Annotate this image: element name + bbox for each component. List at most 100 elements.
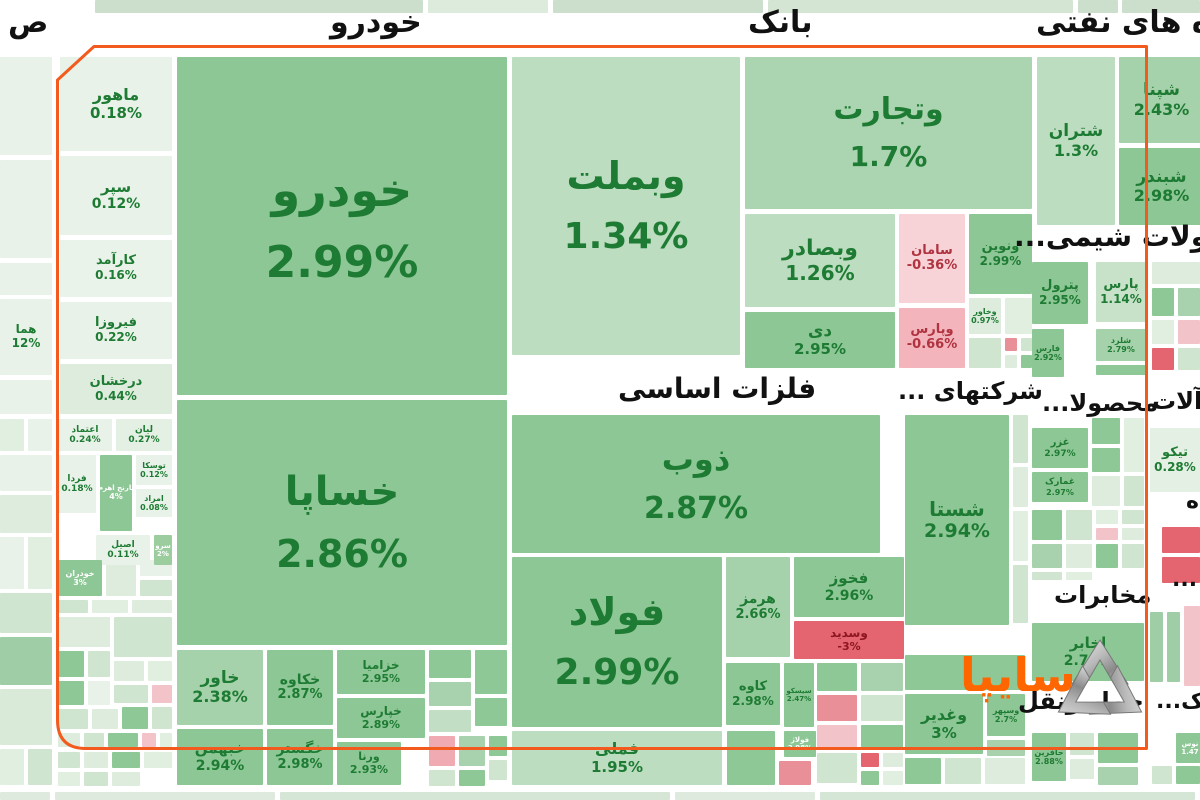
stock-tile-small[interactable] (1152, 320, 1174, 344)
stock-tile-small[interactable] (106, 560, 136, 596)
stock-tile-small[interactable] (1066, 544, 1092, 568)
stock-tile-small[interactable] (0, 419, 24, 451)
stock-tile-small[interactable] (95, 0, 423, 13)
stock-tile-شپنا[interactable]: شپنا 2.43% (1119, 57, 1200, 143)
stock-tile-small[interactable] (140, 580, 172, 596)
stock-tile-امراد[interactable]: امراد 0.08% (136, 489, 172, 517)
stock-tile-ذوب[interactable]: ذوب 2.87% (512, 415, 880, 553)
stock-tile-فارس[interactable]: فارس 2.92% (1032, 329, 1064, 377)
stock-tile-پترول[interactable]: پترول 2.95% (1032, 262, 1088, 324)
stock-tile-small[interactable] (1098, 733, 1138, 763)
stock-tile-small[interactable] (1013, 565, 1028, 623)
stock-tile-small[interactable] (28, 749, 52, 785)
stock-tile-small[interactable] (817, 695, 857, 721)
stock-tile-small[interactable] (1162, 557, 1200, 583)
stock-tile-small[interactable] (1152, 348, 1174, 370)
stock-tile-وغدیر[interactable]: وغدیر 3% (905, 694, 983, 754)
stock-tile-small[interactable] (1013, 415, 1028, 463)
stock-tile-small[interactable] (429, 650, 471, 678)
stock-tile-توسکا[interactable]: توسکا 0.12% (136, 455, 172, 485)
stock-tile-small[interactable] (28, 419, 52, 451)
stock-tile-small[interactable] (114, 685, 148, 703)
stock-tile-small[interactable] (779, 761, 811, 785)
stock-tile-small[interactable] (429, 710, 471, 732)
stock-tile-سرو[interactable]: سرو 2% (154, 535, 172, 565)
stock-tile-small[interactable] (1070, 759, 1094, 779)
stock-tile-small[interactable] (84, 772, 108, 786)
stock-tile-کارآمد[interactable]: کارآمد 0.16% (60, 240, 172, 297)
stock-tile-small[interactable] (148, 661, 172, 681)
stock-tile-small[interactable] (0, 689, 52, 745)
stock-tile-small[interactable] (820, 792, 1195, 800)
stock-tile-small[interactable] (1005, 298, 1032, 334)
stock-tile-small[interactable] (1096, 544, 1118, 568)
stock-tile-small[interactable] (84, 733, 104, 747)
stock-tile-small[interactable] (459, 770, 485, 786)
stock-tile-small[interactable] (0, 263, 52, 295)
stock-tile-small[interactable] (0, 160, 52, 258)
stock-tile-small[interactable] (0, 637, 52, 685)
stock-tile-small[interactable] (1032, 510, 1062, 540)
stock-tile-small[interactable] (0, 537, 24, 589)
stock-tile-فولاد[interactable]: فولاد 2.99% (512, 557, 722, 727)
stock-tile-small[interactable] (475, 698, 507, 726)
stock-tile-small[interactable] (0, 749, 24, 785)
stock-tile-small[interactable] (0, 57, 52, 155)
stock-tile-small[interactable] (1124, 476, 1144, 506)
stock-tile-small[interactable] (58, 733, 80, 747)
stock-tile-نوس[interactable]: نوس 1.47 (1176, 733, 1200, 763)
stock-tile-غمارک[interactable]: غمارک 2.97% (1032, 472, 1088, 502)
stock-tile-small[interactable] (112, 752, 140, 768)
stock-tile-خودران[interactable]: خودران 3% (58, 560, 102, 596)
stock-tile-وپارس[interactable]: وپارس -0.66% (899, 308, 965, 368)
stock-tile-small[interactable] (1005, 355, 1017, 368)
stock-tile-small[interactable] (0, 495, 52, 533)
stock-tile-کاوه[interactable]: کاوه 2.98% (726, 663, 780, 725)
stock-tile-سامان[interactable]: سامان -0.36% (899, 214, 965, 303)
stock-tile-small[interactable] (861, 663, 903, 691)
stock-tile-شتران[interactable]: شتران 1.3% (1037, 57, 1115, 225)
stock-tile-small[interactable] (1152, 288, 1174, 316)
stock-tile-small[interactable] (883, 771, 903, 785)
stock-tile-small[interactable] (1152, 262, 1200, 284)
stock-tile-small[interactable] (0, 455, 52, 491)
stock-tile-small[interactable] (92, 709, 118, 729)
stock-tile-small[interactable] (58, 709, 88, 729)
stock-tile-small[interactable] (489, 760, 507, 780)
stock-tile-وسدید[interactable]: وسدید -3% (794, 621, 904, 659)
stock-tile-small[interactable] (459, 736, 485, 766)
stock-tile-هرمز[interactable]: هرمز 2.66% (726, 557, 790, 657)
stock-tile-small[interactable] (883, 753, 903, 767)
stock-tile-small[interactable] (1066, 510, 1092, 540)
stock-tile-سیسکو[interactable]: سیسکو 2.47% (784, 663, 814, 727)
stock-tile-small[interactable] (280, 792, 670, 800)
stock-tile-small[interactable] (1066, 572, 1092, 580)
stock-tile-small[interactable] (122, 707, 148, 729)
stock-tile-small[interactable] (1122, 510, 1144, 524)
stock-tile-small[interactable] (92, 600, 128, 613)
stock-tile-فخوز[interactable]: فخوز 2.96% (794, 557, 904, 617)
stock-tile-نارنج اهرم[interactable]: نارنج اهرم4% (100, 455, 132, 531)
stock-tile-small[interactable] (152, 685, 172, 703)
stock-tile-خزامیا[interactable]: خزامیا 2.95% (337, 650, 425, 694)
stock-tile-small[interactable] (84, 752, 108, 768)
stock-tile-small[interactable] (1005, 338, 1017, 351)
stock-tile-small[interactable] (1092, 418, 1120, 444)
stock-tile-small[interactable] (1096, 510, 1118, 524)
stock-tile-درخشان[interactable]: درخشان 0.44% (60, 364, 172, 414)
stock-tile-small[interactable] (861, 753, 879, 767)
stock-tile-small[interactable] (55, 792, 275, 800)
stock-tile-small[interactable] (0, 380, 52, 414)
stock-tile-small[interactable] (1021, 355, 1032, 368)
stock-tile-small[interactable] (553, 0, 763, 13)
stock-tile-خکاوه[interactable]: خکاوه 2.87% (267, 650, 333, 725)
stock-tile-اعتماد[interactable]: اعتماد 0.24% (58, 419, 112, 451)
stock-tile-small[interactable] (88, 651, 110, 677)
stock-tile-small[interactable] (861, 725, 903, 749)
stock-tile-سپر[interactable]: سپر 0.12% (60, 156, 172, 235)
stock-tile-small[interactable] (489, 736, 507, 756)
stock-tile-small[interactable] (1150, 612, 1163, 682)
stock-tile-دی[interactable]: دی 2.95% (745, 312, 895, 368)
stock-tile-small[interactable] (1096, 528, 1118, 540)
stock-tile-small[interactable] (861, 695, 903, 721)
